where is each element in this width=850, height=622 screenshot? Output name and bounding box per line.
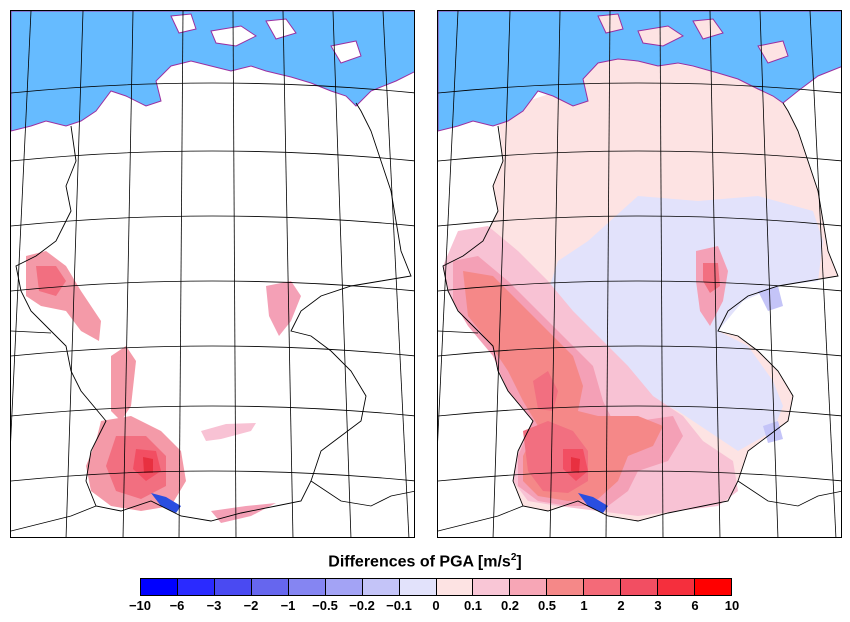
colorbar-tick-label: 6 [691, 598, 699, 613]
left-map-panel [10, 10, 415, 538]
grid-lines [11, 11, 414, 537]
country-border [442, 102, 839, 522]
colorbar-swatch [436, 579, 474, 595]
island [597, 13, 624, 34]
country-border [438, 505, 524, 532]
colorbar-tick-label: 0.2 [500, 598, 520, 613]
colorbar-tick-label: 0 [432, 598, 440, 613]
legend-title-text: Differences of PGA [m/s [328, 553, 511, 571]
colorbar-tick-label: −1 [280, 598, 296, 613]
colorbar-tick-label: −6 [169, 598, 185, 613]
legend-title-superscript: 2 [510, 552, 517, 563]
lake [578, 493, 608, 513]
colorbar [140, 578, 732, 596]
colorbar-swatch [621, 579, 659, 595]
island [170, 13, 197, 34]
grid-lines [438, 11, 841, 537]
anomaly-region [533, 371, 558, 411]
sea-area [438, 11, 841, 132]
colorbar-tick-labels: −10 −6 −3 −2 −1 −0.5 −0.2 −0.1 0 0.1 0.2 0.5 1 2 3 6 10 [129, 598, 739, 616]
island [265, 18, 297, 40]
colorbar-swatch [362, 579, 400, 595]
anomaly-region [266, 281, 301, 336]
colorbar-swatch [214, 579, 252, 595]
island [757, 40, 789, 64]
right-map [438, 11, 841, 537]
colorbar-tick-label: 3 [654, 598, 662, 613]
colorbar-tick-label: −0.5 [312, 598, 338, 613]
anomaly-region [571, 457, 580, 473]
colorbar-tick-label: 0.1 [463, 598, 483, 613]
colorbar-tick-label: −10 [128, 598, 152, 613]
legend-title-end: ] [516, 553, 522, 571]
anomaly-region [26, 251, 101, 341]
right-map-panel [437, 10, 842, 538]
anomaly-region [463, 271, 663, 501]
anomaly-region [143, 457, 153, 473]
country-border [737, 480, 841, 507]
colorbar-swatch [177, 579, 215, 595]
anomaly-region [36, 266, 66, 296]
colorbar-tick-label: −0.2 [349, 598, 375, 613]
colorbar-swatch [141, 579, 178, 595]
colorbar-tick-label: 1 [580, 598, 588, 613]
sea-area [11, 11, 414, 132]
anomaly-region [703, 263, 720, 293]
lake [151, 493, 181, 513]
colorbar-swatch [510, 579, 548, 595]
anomaly-region [548, 196, 823, 451]
colorbar-tick-label: 0.5 [537, 598, 557, 613]
colorbar-tick-label: −2 [243, 598, 259, 613]
country-border [11, 505, 97, 532]
colorbar-swatch [658, 579, 696, 595]
anomaly-region [201, 423, 256, 441]
colorbar-tick-label: −3 [206, 598, 222, 613]
anomaly-region [758, 286, 783, 311]
country-border [15, 102, 412, 522]
colorbar-tick-label: 10 [724, 598, 740, 613]
legend-title: Differences of PGA [m/s2] [0, 552, 850, 571]
colorbar-swatch [547, 579, 585, 595]
left-map [11, 11, 414, 537]
colorbar-swatch [251, 579, 289, 595]
anomaly-region [111, 346, 136, 421]
colorbar-swatch [325, 579, 363, 595]
colorbar-tick-label: −0.1 [386, 598, 412, 613]
colorbar-tick-label: 2 [617, 598, 625, 613]
country-border [11, 330, 52, 334]
colorbar-swatch [584, 579, 622, 595]
island [692, 18, 724, 40]
anomaly-region [211, 503, 276, 523]
country-border [310, 480, 414, 507]
colorbar-swatch [473, 579, 511, 595]
colorbar-swatch [288, 579, 326, 595]
colorbar-swatch [695, 579, 731, 595]
island [330, 40, 362, 64]
colorbar-swatch [399, 579, 437, 595]
country-border [438, 330, 479, 334]
